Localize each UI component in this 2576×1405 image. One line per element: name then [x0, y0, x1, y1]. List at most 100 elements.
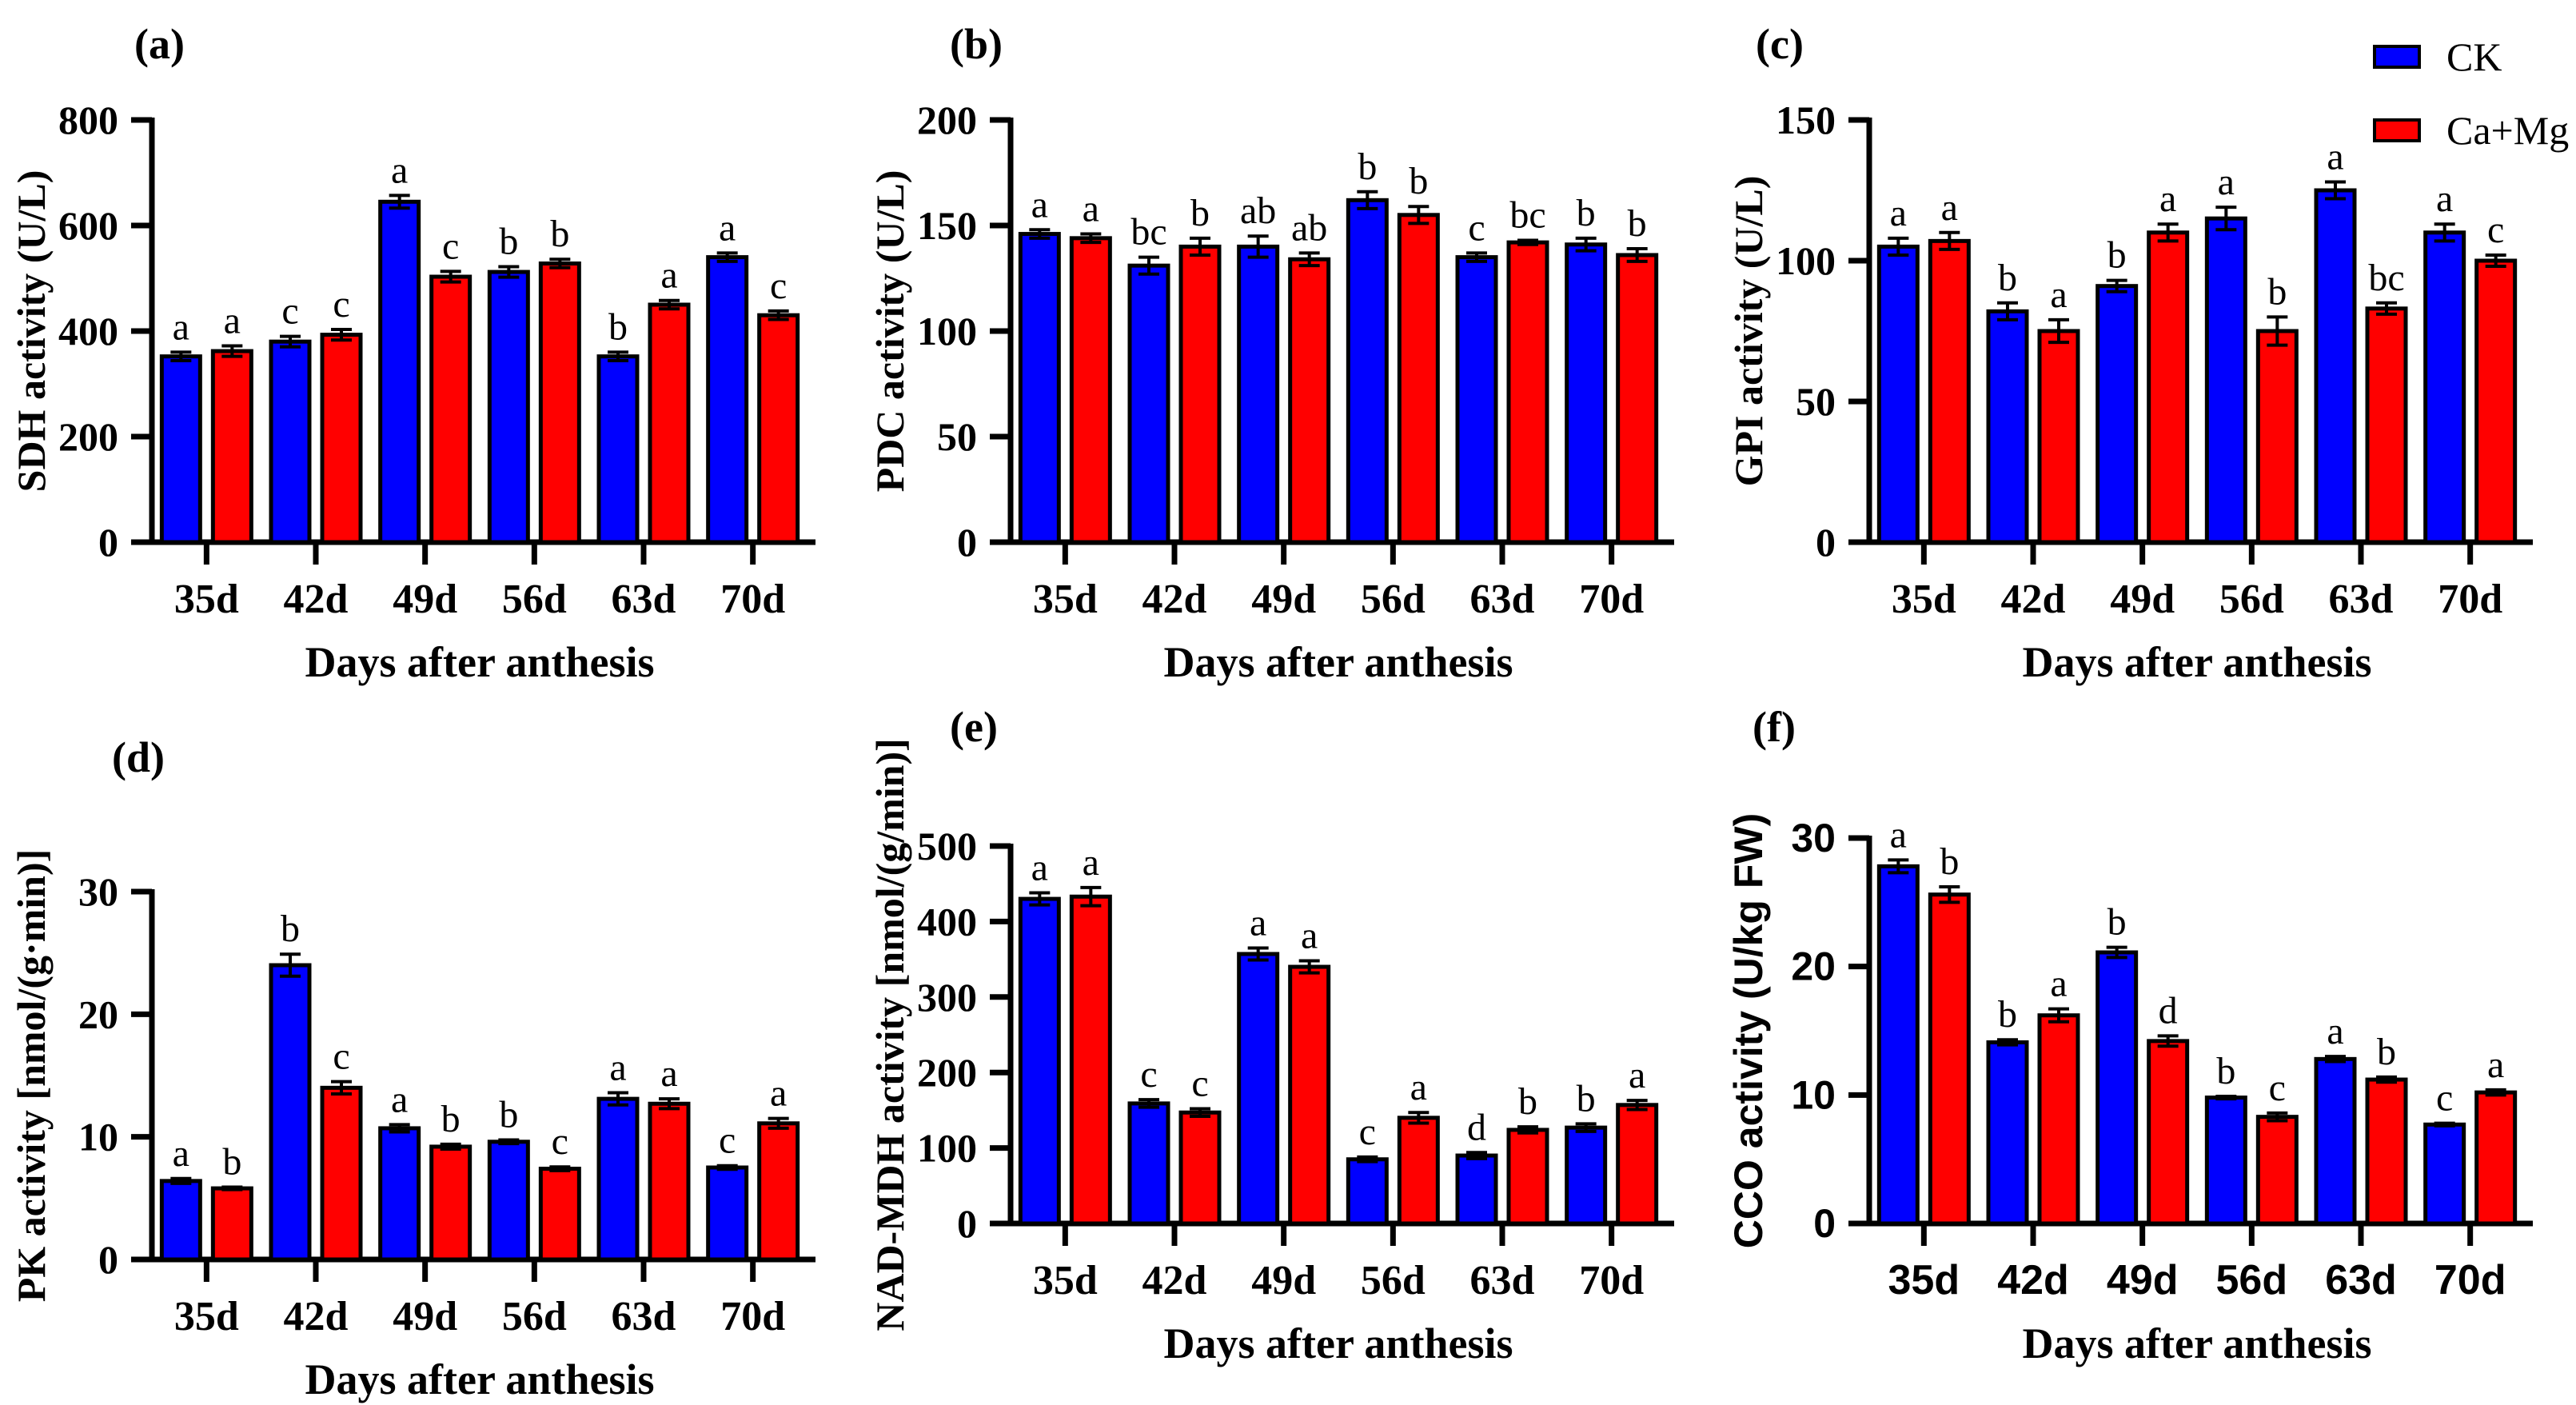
error-bar — [1575, 1122, 1597, 1133]
bar-series-1 — [1069, 236, 1112, 545]
error-bar — [1408, 1111, 1430, 1125]
sig-letter: a — [1031, 183, 1048, 226]
sig-letter: b — [1577, 1077, 1596, 1120]
bar-series-0 — [2314, 188, 2357, 545]
sig-letter: c — [1191, 1063, 1208, 1105]
error-bar — [280, 334, 301, 349]
x-tick-label: 63d — [612, 1294, 676, 1339]
x-tick-label: 35d — [1888, 1257, 1960, 1303]
sig-letter: d — [1467, 1106, 1486, 1148]
sig-letter: b — [222, 1141, 241, 1183]
y-tick-label: 150 — [917, 203, 977, 248]
legend-item-ck: CK — [2373, 37, 2569, 77]
sig-letter: c — [2436, 1077, 2453, 1120]
x-tick-label: 42d — [284, 1294, 349, 1339]
bar-series-1 — [2147, 1039, 2190, 1226]
bar-series-1 — [1288, 257, 1331, 545]
sig-letter: c — [719, 1120, 736, 1162]
error-bar — [2267, 1111, 2288, 1123]
bar-series-0 — [1876, 864, 1920, 1226]
x-tick-label: 35d — [1892, 577, 1956, 622]
legend-swatch-ck — [2373, 45, 2421, 69]
error-bar — [1247, 946, 1269, 962]
sig-letter: b — [499, 1094, 518, 1136]
sig-letter: a — [1301, 914, 1318, 956]
sig-letter: b — [1628, 202, 1647, 245]
chart-sdh-activity: 0 200 400 600 800 35d 42d 49d 56d 63d 70d Days afte… — [9, 98, 815, 686]
bar-series-0 — [596, 354, 640, 545]
panel-letter-c: (c) — [1756, 20, 1804, 68]
y-tick-label: 10 — [78, 1115, 118, 1160]
chart-gpi-activity: 0 50 100 150 35d 42d 49d 56d 63d 70d Days after an… — [1726, 98, 2533, 686]
sig-letter: a — [2327, 135, 2343, 178]
sig-letter: bc — [1509, 194, 1545, 236]
bar-series-0 — [159, 1179, 202, 1262]
bar-series-0 — [1127, 263, 1170, 545]
x-tick-label: 56d — [502, 1294, 567, 1339]
sig-letter: c — [442, 225, 459, 267]
bar-series-1 — [1928, 892, 1971, 1226]
error-bar — [608, 350, 628, 362]
bar-series-0 — [2423, 230, 2466, 545]
error-bar — [1575, 236, 1597, 253]
sig-letter: a — [2050, 273, 2067, 316]
bar-series-1 — [2365, 306, 2408, 545]
error-bar — [1298, 959, 1320, 975]
y-tick-label: 200 — [58, 414, 118, 459]
sig-letter: b — [2107, 901, 2127, 944]
x-tick-label: 63d — [2325, 1257, 2397, 1303]
x-tick-label: 56d — [1361, 577, 1426, 622]
error-bar — [1888, 858, 1909, 875]
sig-letter: b — [1998, 257, 2017, 299]
bar-series-0 — [1876, 244, 1920, 545]
panel-letter-e: (e) — [950, 703, 998, 751]
bar-series-1 — [757, 313, 800, 545]
error-bar — [768, 1116, 789, 1130]
error-bar — [221, 344, 243, 358]
error-bar — [280, 952, 301, 978]
sig-letter: c — [333, 1036, 349, 1078]
x-axis-title: Days after anthesis — [305, 638, 655, 686]
y-tick-label: 30 — [1791, 816, 1836, 860]
bar-series-0 — [2095, 950, 2139, 1226]
y-tick-label: 400 — [58, 309, 118, 353]
error-bar — [1080, 885, 1102, 908]
panel-nad-mdh-activity: (e) 0 100 200 300 400 500 35d 42d 49d 56d 63d 70d Da… — [859, 704, 1717, 1405]
sig-letter: b — [2216, 1050, 2235, 1092]
sig-letter: a — [719, 206, 736, 249]
error-bar — [331, 328, 352, 342]
x-tick-label: 70d — [720, 577, 785, 622]
sig-letter: c — [2487, 209, 2504, 251]
sig-letter: a — [2159, 178, 2176, 220]
x-tick-label: 42d — [1142, 1258, 1207, 1303]
error-bar — [2267, 315, 2288, 347]
error-bar — [659, 298, 680, 311]
sig-letter: a — [1083, 841, 1099, 884]
sig-letter: b — [1577, 192, 1596, 234]
sig-letter: ab — [1291, 206, 1327, 249]
bar-series-0 — [1346, 198, 1389, 545]
x-tick-label: 35d — [1033, 577, 1098, 622]
error-bar — [716, 251, 738, 263]
bar-series-0 — [2204, 216, 2247, 545]
axes — [1848, 117, 2533, 565]
sig-letter: b — [499, 220, 518, 262]
error-bar — [1466, 251, 1487, 263]
y-tick-label: 800 — [58, 98, 118, 142]
bar-series-1 — [2037, 1013, 2080, 1226]
x-tick-label: 56d — [2219, 577, 2284, 622]
bar-series-0 — [2204, 1096, 2247, 1226]
sig-letter: c — [1359, 1111, 1376, 1153]
x-tick-label: 63d — [1470, 577, 1535, 622]
legend-label-ck: CK — [2446, 34, 2502, 79]
sig-letter: b — [2107, 234, 2127, 277]
error-bar — [170, 350, 192, 362]
sig-letter: a — [1410, 1066, 1427, 1108]
error-bar — [2485, 1088, 2506, 1097]
error-bar — [170, 1176, 192, 1185]
legend: CK Ca+Mg — [2373, 37, 2569, 150]
bar-series-0 — [269, 963, 312, 1262]
x-tick-label: 35d — [174, 1294, 239, 1339]
sig-letter: a — [1250, 901, 1266, 944]
x-tick-label: 49d — [1251, 577, 1316, 622]
